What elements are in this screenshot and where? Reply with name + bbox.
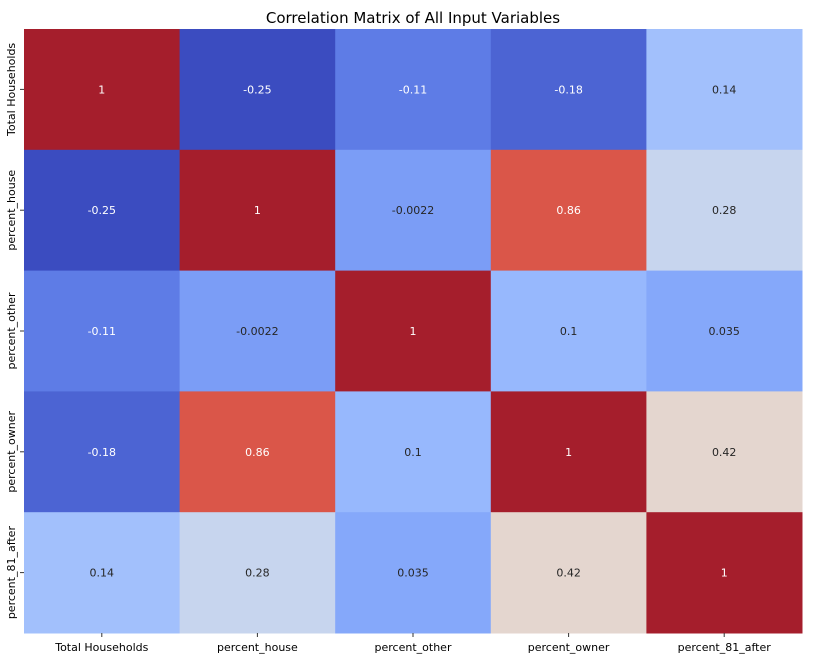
cell-value-label-r0-c4: 0.14	[712, 83, 737, 96]
heatmap-cell-r2-c1	[179, 270, 336, 392]
heatmap-cell-r4-c3	[490, 512, 647, 634]
heatmap-cell-r1-c4	[646, 149, 803, 272]
cell-value-label-r2-c2: 1	[410, 325, 417, 338]
y-tick-label-percent-owner: percent_owner	[5, 411, 18, 493]
heatmap-cell-r0-c0	[24, 29, 181, 151]
x-tick-label-percent-owner: percent_owner	[528, 641, 610, 654]
cell-value-label-r1-c1: 1	[254, 204, 261, 217]
heatmap-cell-r4-c4	[646, 512, 803, 634]
x-tick-label-percent-house: percent_house	[217, 641, 298, 654]
cell-value-label-r1-c4: 0.28	[712, 204, 737, 217]
cell-value-label-r3-c3: 1	[565, 446, 572, 459]
heatmap-cell-r2-c0	[24, 270, 181, 392]
cell-value-label-r4-c4: 1	[721, 567, 728, 580]
y-axis: Total Households percent_house percent_oth…	[5, 43, 24, 620]
y-tick-label-percent-house: percent_house	[5, 170, 18, 251]
heatmap-cell-r4-c0	[24, 512, 181, 634]
cell-value-label-r0-c3: -0.18	[554, 83, 582, 96]
heatmap-cell-r2-c2	[335, 270, 492, 392]
cell-value-labels: 1 -0.25 -0.11 -0.18 0.14 -0.25 1 -0.0022 0.86 0.2…	[88, 83, 740, 579]
cell-value-label-r0-c1: -0.25	[243, 83, 271, 96]
cell-value-label-r2-c4: 0.035	[708, 325, 740, 338]
x-tick-label-percent-81-after: percent_81_after	[678, 641, 772, 654]
cell-value-label-r2-c3: 0.1	[560, 325, 578, 338]
heatmap-cell-r1-c3	[490, 149, 647, 272]
cell-value-label-r3-c4: 0.42	[712, 446, 737, 459]
cell-value-label-r0-c0: 1	[98, 83, 105, 96]
heatmap-cell-r0-c4	[646, 29, 803, 151]
x-tick-label-percent-other: percent_other	[375, 641, 452, 654]
cell-value-label-r3-c2: 0.1	[404, 446, 422, 459]
cell-value-label-r2-c0: -0.11	[88, 325, 116, 338]
heatmap-cell-r3-c4	[646, 391, 803, 513]
heatmap-cell-r1-c2	[335, 149, 492, 272]
cell-value-label-r0-c2: -0.11	[399, 83, 427, 96]
heatmap-cell-r0-c3	[490, 29, 647, 151]
heatmap-cell-r0-c2	[335, 29, 492, 151]
x-tick-label-total-households: Total Households	[54, 641, 148, 654]
cell-value-label-r4-c3: 0.42	[556, 567, 581, 580]
y-tick-label-percent-81-after: percent_81_after	[5, 526, 18, 620]
heatmap-cell-r0-c1	[179, 29, 336, 151]
cell-value-label-r4-c1: 0.28	[245, 567, 270, 580]
heatmap-cells	[24, 29, 803, 634]
cell-value-label-r2-c1: -0.0022	[236, 325, 278, 338]
cell-value-label-r1-c2: -0.0022	[392, 204, 434, 217]
x-axis: Total Households percent_house percent_oth…	[54, 633, 771, 654]
heatmap-cell-r3-c1	[179, 391, 336, 513]
chart-title: Correlation Matrix of All Input Variable…	[266, 9, 560, 27]
cell-value-label-r1-c0: -0.25	[88, 204, 116, 217]
heatmap-cell-r2-c4	[646, 270, 803, 392]
cell-value-label-r3-c1: 0.86	[245, 446, 270, 459]
cell-value-label-r3-c0: -0.18	[88, 446, 116, 459]
heatmap-cell-r1-c1	[179, 149, 336, 272]
y-tick-label-total-households: Total Households	[5, 43, 18, 137]
heatmap-cell-r3-c0	[24, 391, 181, 513]
cell-value-label-r1-c3: 0.86	[556, 204, 581, 217]
y-tick-label-percent-other: percent_other	[5, 292, 18, 369]
cell-value-label-r4-c0: 0.14	[90, 567, 115, 580]
heatmap-cell-r4-c1	[179, 512, 336, 634]
heatmap-cell-r3-c2	[335, 391, 492, 513]
heatmap-cell-r4-c2	[335, 512, 492, 634]
heatmap-cell-r2-c3	[490, 270, 647, 392]
heatmap-cell-r1-c0	[24, 149, 181, 272]
cell-value-label-r4-c2: 0.035	[397, 567, 429, 580]
heatmap-cell-r3-c3	[490, 391, 647, 513]
